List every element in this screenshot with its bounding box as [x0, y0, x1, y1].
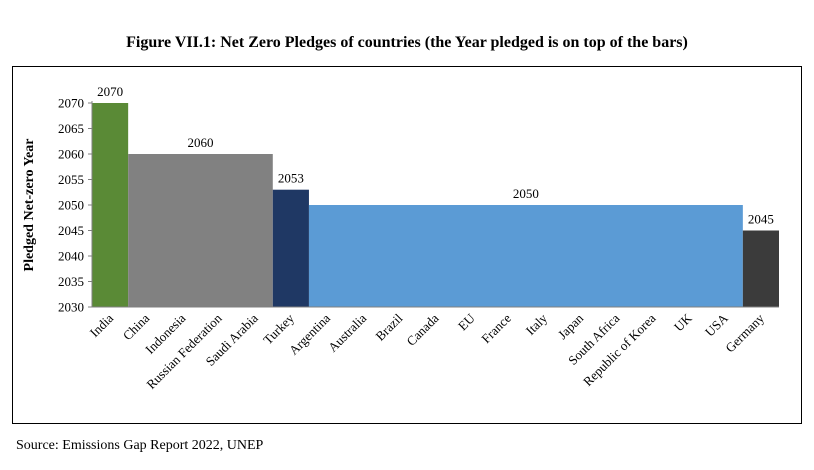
y-axis-title: Pledged Net-zero Year: [22, 139, 37, 272]
x-tick-label-japan: Japan: [555, 310, 587, 342]
data-label-2050: 2050: [513, 186, 539, 201]
y-tick-label-2050: 2050: [58, 198, 84, 213]
chart-frame: [12, 66, 802, 424]
x-tick-label-france: France: [478, 310, 514, 346]
x-tick-label-australia: Australia: [325, 310, 369, 354]
bar-chart: 2070 2060 2053 2050 2045 2030 2035 2040 2045 2050…: [22, 84, 779, 392]
y-tick-label-2070: 2070: [58, 96, 84, 111]
data-label-2045: 2045: [748, 212, 774, 227]
source-note: Source: Emissions Gap Report 2022, UNEP: [16, 438, 264, 453]
x-tick-label-brazil: Brazil: [372, 310, 405, 343]
chart-title: Figure VII.1: Net Zero Pledges of countr…: [126, 34, 688, 51]
x-tick-label-uk: UK: [671, 310, 695, 334]
y-tick-label-2065: 2065: [58, 121, 84, 136]
y-tick-label-2055: 2055: [58, 172, 84, 187]
bar-2053: [272, 189, 309, 307]
y-tick-label-2030: 2030: [58, 300, 84, 315]
y-tick-label-2060: 2060: [58, 147, 84, 162]
y-tick-label-2045: 2045: [58, 223, 84, 238]
bar-2060: [128, 154, 273, 307]
x-tick-label-italy: Italy: [523, 310, 551, 338]
y-tick-label-2040: 2040: [58, 249, 84, 264]
data-label-2070: 2070: [97, 84, 123, 99]
x-tick-label-germany: Germany: [722, 310, 767, 355]
bar-2050: [308, 205, 743, 307]
data-label-2060: 2060: [187, 135, 213, 150]
x-tick-label-usa: USA: [702, 310, 731, 339]
x-tick-label-china: China: [120, 310, 153, 343]
x-tick-label-canada: Canada: [403, 310, 441, 348]
y-tick-label-2035: 2035: [58, 274, 84, 289]
data-label-2053: 2053: [278, 171, 304, 186]
bar-2045: [742, 230, 779, 307]
x-tick-label-eu: EU: [455, 310, 478, 333]
bar-2070: [92, 103, 129, 307]
x-tick-label-india: India: [87, 310, 117, 340]
